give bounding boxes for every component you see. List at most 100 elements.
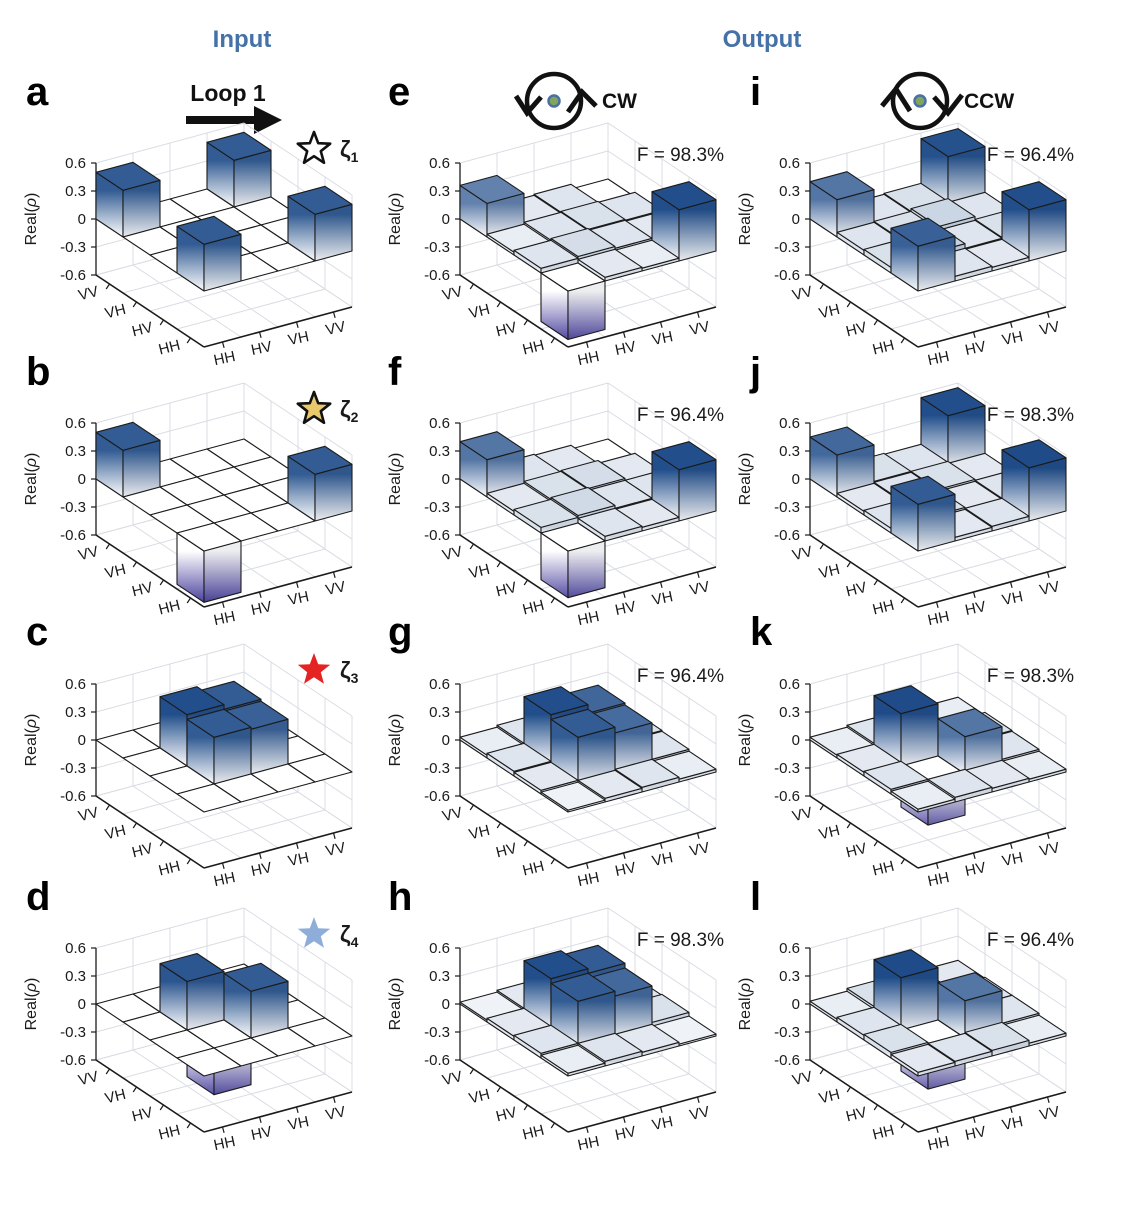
ccw-rotation-icon [880,71,964,131]
bar-cell-HH-HH [918,1062,955,1076]
bar-cell-HH-VH [614,758,680,788]
panel-letter-d: d [26,875,51,919]
col-label-VV: VV [1038,318,1061,339]
z-tick-label: 0.3 [779,183,800,200]
output-column-header: Output [722,26,802,53]
bar-cell-HV-HV [578,991,615,1048]
z-tick-label: -0.6 [774,1052,800,1069]
row-label-HV: HV [844,840,868,862]
row-label-VH: VH [467,1086,491,1108]
z-axis-title: Real(ρ) [23,193,40,246]
z-tick-label: -0.6 [774,788,800,805]
row-label-VV: VV [791,804,815,825]
bar-cell-HH-VV [1001,439,1067,469]
z-tick-label: 0 [442,211,450,228]
bar-cell-HH-HH [890,217,956,247]
panel-letter-k: k [750,610,773,654]
bar-cell-HH-HV [927,768,993,798]
axes [805,683,1067,869]
row-label-VV: VV [441,804,465,825]
loop-1-arrow-icon [186,106,282,134]
col-label-HH: HH [576,608,601,629]
bar-cell-VH-VH [560,459,626,490]
bar-cell-VV-VV [234,150,271,207]
star-icon-red [297,653,331,684]
bar-cell-HH-HH [918,236,955,291]
col-label-HH: HH [212,869,237,890]
bar-cell-HH-HH [540,1044,606,1074]
bar-cell-HV-HV [578,727,615,784]
z-axis-title: Real(ρ) [387,978,404,1031]
row-label-VH: VH [103,822,127,844]
z-axis-title: Real(ρ) [23,714,40,767]
bar-cell-HV-HH [513,761,579,791]
z-tick-label: -0.6 [60,527,86,544]
col-label-VV: VV [688,839,711,860]
bar-cell-HH-HH [204,541,241,603]
bar-cell-HV-HV [550,486,616,517]
col-label-HH: HH [576,869,601,890]
row-label-VH: VH [103,1086,127,1108]
bar-cell-HH-HV [605,1051,642,1066]
col-label-HV: HV [964,1123,988,1144]
z-tick-label: 0.6 [65,155,86,172]
panel-letter-c: c [26,610,49,654]
bar-cell-VH-HV [523,950,589,980]
z-tick-label: 0.6 [429,940,450,957]
bar-cell-HV-HH [863,760,929,790]
z-tick-label: -0.6 [774,527,800,544]
row-label-VH: VH [817,561,841,583]
row-label-VH: VH [817,1086,841,1108]
panel-letter-f: f [388,350,402,394]
bar-cell-VH-HV [873,685,939,715]
bar-cell-VV-HH [837,445,874,497]
z-tick-label: 0.3 [779,968,800,985]
bar-cell-VV-VV [948,405,985,467]
z-tick-label: -0.3 [424,239,450,256]
col-label-HV: HV [614,1123,638,1144]
z-tick-label: -0.6 [424,267,450,284]
col-label-HH: HH [926,1133,951,1154]
bar-cell-VV-VV [206,131,272,161]
z-tick-label: 0.6 [65,415,86,432]
bar-cell-HH-HH [568,541,605,598]
bar-cell-HH-HV [605,526,642,541]
row-label-VV: VV [441,1068,465,1089]
star-icon-outline [296,130,332,165]
bar-cell-HH-HH [890,1043,956,1073]
bar-cell-HV-HV [186,708,252,738]
col-label-VV: VV [324,578,347,599]
z-tick-label: -0.6 [60,788,86,805]
z-tick-label: 0 [78,211,86,228]
bar-cell-HH-HH [540,262,606,292]
col-label-HH: HH [212,608,237,629]
z-tick-label: 0 [442,471,450,488]
axes [455,683,717,869]
z-tick-label: 0.3 [429,443,450,460]
row-label-HV: HV [130,840,154,862]
bars [459,944,717,1077]
bar-cell-HH-HV [955,266,992,281]
z-tick-label: -0.6 [774,267,800,284]
bar-cell-VH-HV [901,967,938,1030]
fidelity-label: F = 96.4% [987,145,1074,166]
bar-cell-HV-HV [550,972,616,1002]
bars [95,680,353,813]
loop-1-label: Loop 1 [190,80,266,106]
z-tick-label: 0 [78,471,86,488]
row-label-HH: HH [871,1122,896,1144]
bar-cell-VV-HH [809,171,875,201]
bar-cell-HH-VV [651,441,717,471]
bar-cell-VV-HH [95,421,161,451]
bar-cell-VV-HH [809,426,875,456]
fidelity-label: F = 98.3% [637,145,724,166]
panel-letter-g: g [388,610,413,654]
bar-cell-HH-VH [992,516,1029,531]
bar-cell-VH-HV [873,949,939,979]
ccw-circle [890,71,950,131]
col-label-VH: VH [1001,849,1025,870]
row-label-HH: HH [521,858,546,880]
bar-cell-HH-HH [890,780,956,810]
